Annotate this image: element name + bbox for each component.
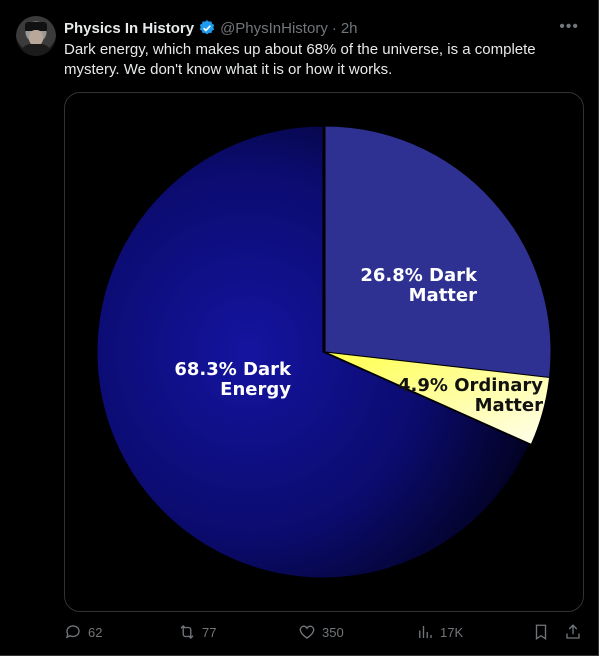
reply-button[interactable]: 62	[64, 622, 102, 642]
views-button[interactable]: 17K	[416, 622, 463, 642]
label-ordinary-matter: 4.9% Ordinary Matter	[398, 375, 543, 416]
pie-chart: 26.8% Dark Matter 4.9% Ordinary Matter 68.3%…	[96, 125, 552, 579]
bookmark-button[interactable]	[532, 622, 556, 642]
repost-button[interactable]: 77	[178, 622, 216, 642]
tweet-image[interactable]: 26.8% Dark Matter 4.9% Ordinary Matter 68.3%…	[64, 92, 584, 612]
more-icon[interactable]: •••	[559, 18, 579, 35]
views-count: 17K	[440, 624, 464, 640]
bookmark-icon	[535, 624, 547, 641]
tweet-text: Dark energy, which makes up about 68% of…	[64, 41, 536, 78]
separator-dot: ·	[331, 19, 337, 37]
repost-count: 77	[202, 624, 217, 640]
repost-icon	[180, 625, 194, 639]
like-icon	[299, 625, 315, 639]
verified-icon	[199, 20, 215, 35]
slice-ordinary-matter	[324, 351, 551, 446]
author-name[interactable]: Physics In History	[64, 19, 195, 37]
reply-count: 62	[88, 624, 103, 640]
tweet-header: Physics In History @PhysInHistory · 2h	[64, 18, 358, 38]
slice-dark-matter	[324, 125, 552, 379]
author-avatar[interactable]	[16, 16, 56, 56]
like-count: 350	[322, 624, 344, 640]
label-dark-energy: 68.3% Dark Energy	[174, 359, 292, 400]
slice-dark-energy	[96, 125, 530, 579]
reply-icon	[65, 625, 80, 639]
action-bar: 62 77 350 17K	[64, 622, 584, 642]
tweet-timestamp[interactable]: 2h	[340, 19, 358, 37]
like-button[interactable]: 350	[298, 622, 344, 642]
share-button[interactable]	[564, 622, 588, 642]
label-dark-matter: 26.8% Dark Matter	[360, 265, 478, 306]
share-icon	[566, 624, 580, 639]
author-handle[interactable]: @PhysInHistory	[220, 19, 328, 37]
views-icon	[419, 626, 432, 638]
